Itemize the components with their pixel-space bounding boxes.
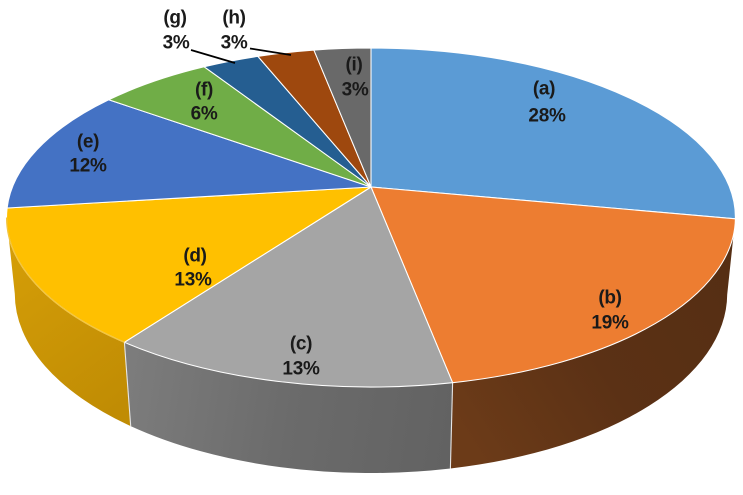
- svg-text:(h): (h): [222, 8, 245, 29]
- svg-text:12%: 12%: [69, 156, 107, 177]
- svg-text:3%: 3%: [221, 33, 248, 54]
- svg-text:(b): (b): [598, 288, 621, 309]
- svg-text:(d): (d): [183, 246, 206, 267]
- svg-text:3%: 3%: [342, 80, 369, 101]
- svg-text:3%: 3%: [163, 33, 190, 54]
- svg-text:6%: 6%: [191, 104, 218, 125]
- svg-text:28%: 28%: [528, 106, 566, 127]
- svg-text:13%: 13%: [174, 270, 212, 291]
- svg-text:(a): (a): [533, 79, 555, 100]
- svg-text:(e): (e): [77, 132, 99, 153]
- svg-text:(c): (c): [290, 334, 312, 355]
- svg-text:(i): (i): [345, 55, 362, 76]
- svg-text:(f): (f): [195, 80, 213, 101]
- svg-text:19%: 19%: [591, 313, 629, 334]
- svg-text:13%: 13%: [282, 359, 320, 380]
- svg-text:(g): (g): [163, 8, 186, 29]
